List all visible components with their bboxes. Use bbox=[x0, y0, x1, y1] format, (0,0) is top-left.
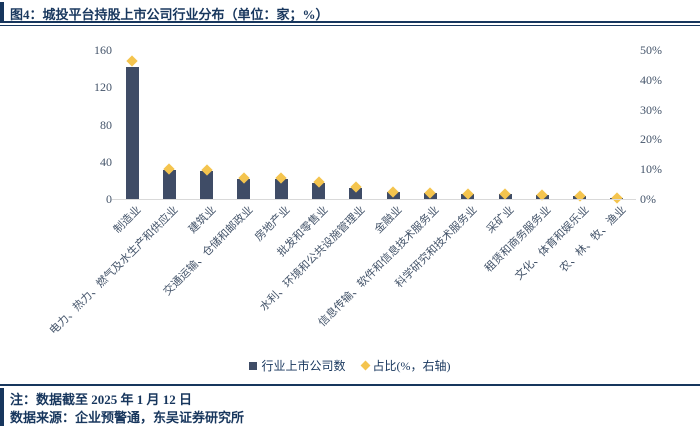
x-axis-category-label: 采矿业 bbox=[484, 204, 517, 236]
company-count-bar bbox=[200, 171, 214, 199]
left-axis-tick-label: 160 bbox=[94, 43, 112, 57]
x-axis-category-label: 制造业 bbox=[111, 204, 144, 236]
title-divider-thick bbox=[0, 21, 700, 23]
figure-title: 图4：城投平台持股上市公司行业分布（单位：家；%） bbox=[10, 7, 329, 22]
footer-accent-bar bbox=[0, 388, 4, 426]
x-axis-line bbox=[112, 199, 636, 200]
left-axis-tick-label: 0 bbox=[106, 192, 112, 206]
chart-legend: 行业上市公司数 占比(%，右轴) bbox=[0, 357, 700, 374]
diamond-series-swatch-icon bbox=[360, 360, 370, 371]
x-axis-category-label: 租赁和商务服务业 bbox=[483, 204, 554, 275]
right-axis-tick-label: 40% bbox=[640, 72, 662, 87]
left-axis-tick-label: 40 bbox=[100, 154, 112, 169]
x-axis-category-label: 金融业 bbox=[372, 204, 405, 236]
company-count-bar bbox=[349, 187, 363, 199]
footnote-source: 数据来源：企业预警通，东吴证券研究所 bbox=[10, 410, 245, 425]
company-count-bar bbox=[125, 66, 139, 199]
legend-item-ratio: 占比(%，右轴) bbox=[360, 357, 451, 374]
ratio-diamond-marker bbox=[126, 55, 138, 67]
right-axis-tick-label: 10% bbox=[640, 162, 662, 177]
right-axis-tick-label: 30% bbox=[640, 102, 662, 117]
right-axis-tick-label: 20% bbox=[640, 132, 662, 147]
right-axis-tick-label: 50% bbox=[640, 43, 662, 57]
title-accent-bar bbox=[0, 2, 4, 23]
company-count-bar bbox=[274, 179, 288, 199]
title-divider-thin bbox=[0, 25, 700, 26]
x-axis-category-label: 建筑业 bbox=[186, 204, 219, 236]
company-count-bar bbox=[162, 170, 176, 199]
left-axis-tick-label: 80 bbox=[100, 117, 112, 132]
legend-label-ratio: 占比(%，右轴) bbox=[372, 359, 451, 373]
bar-series-swatch-icon bbox=[249, 361, 258, 370]
right-axis-tick-label: 0% bbox=[640, 192, 656, 206]
company-count-bar bbox=[237, 178, 251, 199]
legend-item-company-count: 行业上市公司数 bbox=[249, 357, 346, 374]
footnote-date: 注：数据截至 2025 年 1 月 12 日 bbox=[10, 392, 193, 407]
x-axis-category-label: 农、林、牧、渔业 bbox=[557, 204, 629, 275]
company-count-bar bbox=[312, 183, 325, 199]
footer-divider bbox=[0, 384, 700, 386]
left-axis-tick-label: 120 bbox=[94, 80, 112, 95]
legend-label-company-count: 行业上市公司数 bbox=[261, 359, 346, 373]
